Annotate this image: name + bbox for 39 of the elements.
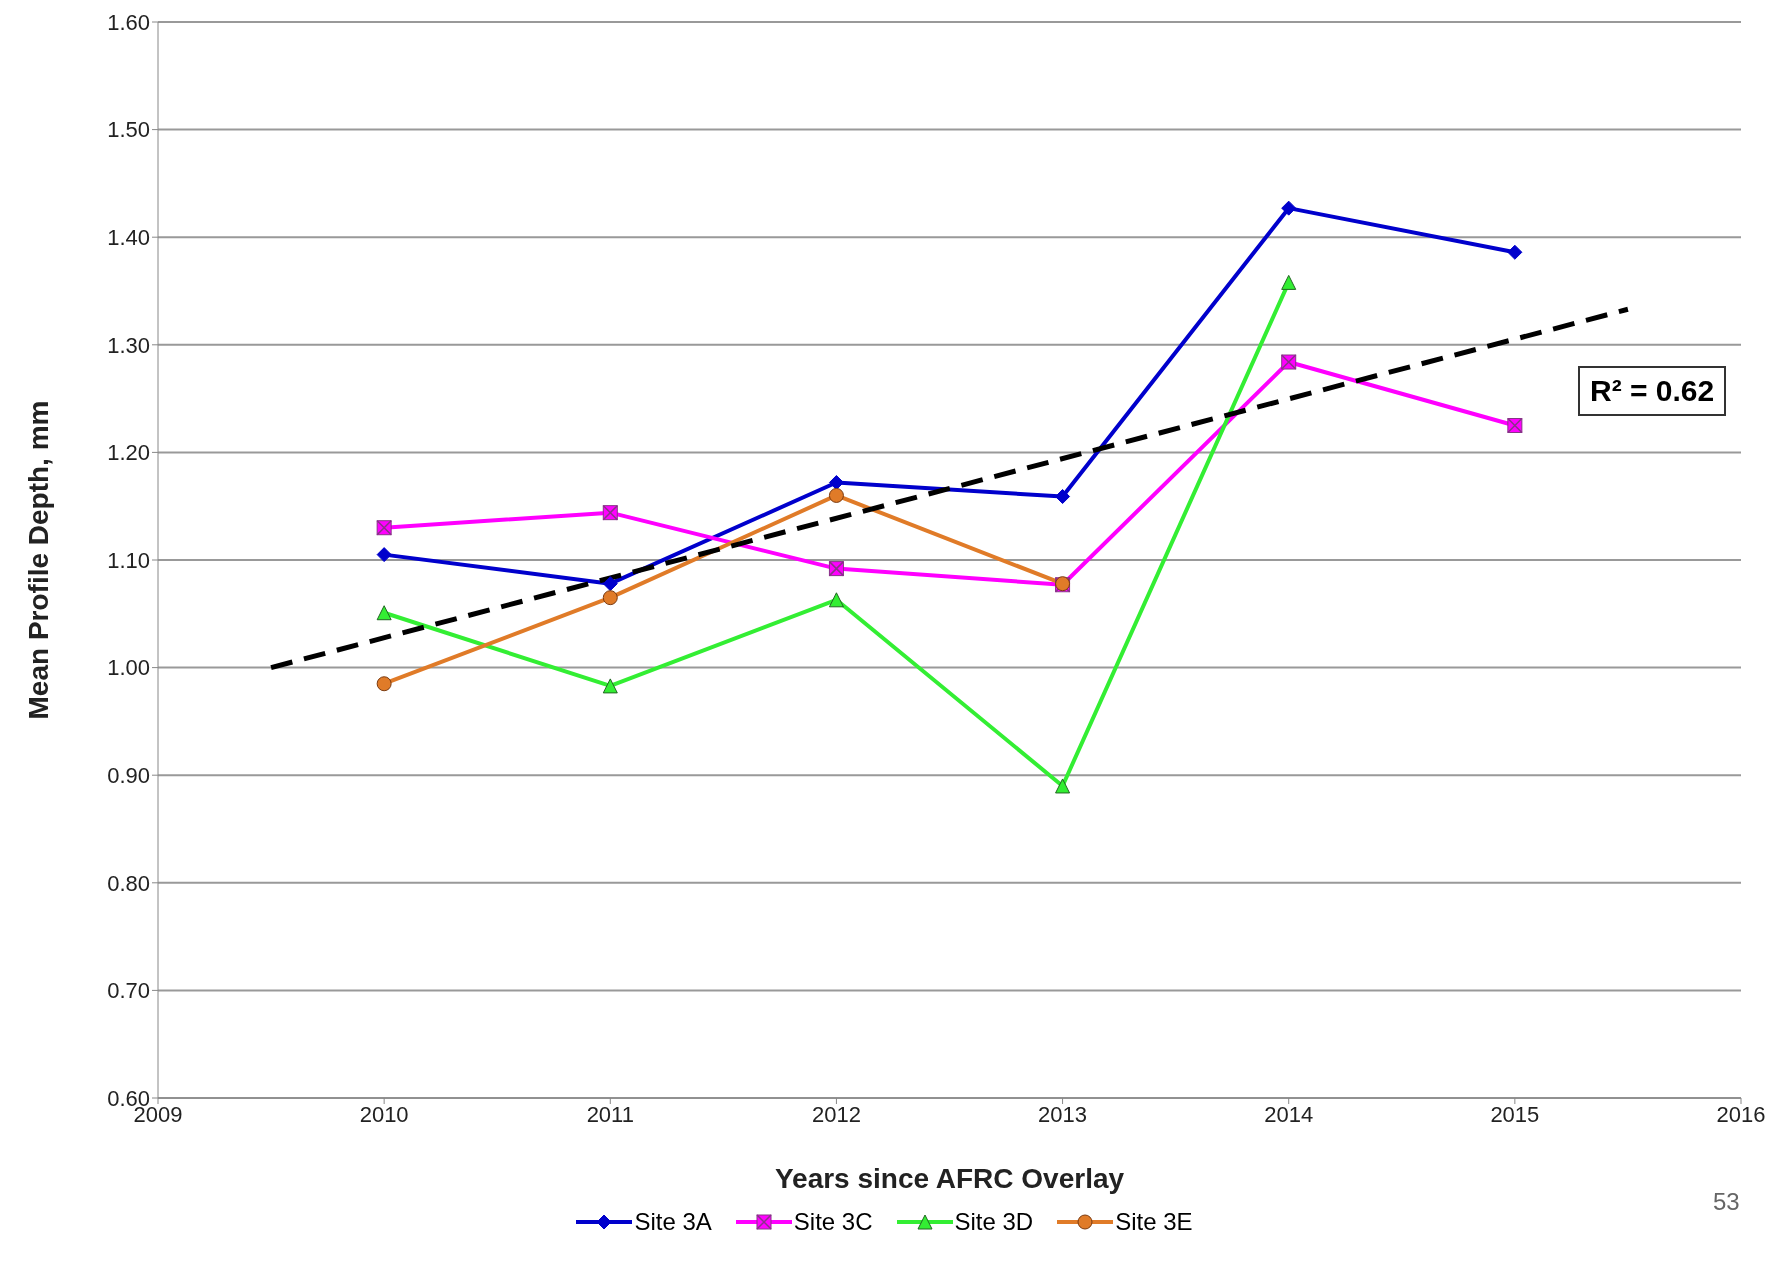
point: [1507, 244, 1523, 260]
y-tick-label: 1.50: [107, 117, 150, 143]
legend-label: Site 3D: [954, 1208, 1034, 1236]
x-tick-label: 2010: [359, 1101, 409, 1127]
point: [376, 676, 392, 692]
x-tick-label: 2013: [1038, 1101, 1088, 1127]
annotation: R² = 0.62: [1578, 366, 1727, 416]
point: [602, 576, 618, 592]
y-tick-label: 1.10: [107, 547, 150, 573]
point: [376, 605, 392, 621]
y-axis-title: Mean Profile Depth, mm: [22, 400, 54, 720]
x-tick-label: 2011: [586, 1101, 634, 1127]
y-tick-label: 1.00: [107, 655, 150, 681]
text: 53: [1713, 1188, 1740, 1216]
y-tick-label: 0.80: [107, 870, 150, 896]
x-tick-label: 2012: [811, 1101, 861, 1127]
x-axis-title: Years since AFRC Overlay: [774, 1163, 1125, 1194]
y-tick-label: 1.20: [107, 440, 150, 466]
y-tick-label: 0.70: [107, 978, 150, 1004]
point: [1281, 274, 1297, 290]
point: [376, 547, 392, 563]
x-tick-label: 2014: [1264, 1101, 1314, 1127]
point: [1055, 489, 1071, 505]
point: [828, 592, 844, 608]
x-tick-label: 2015: [1490, 1101, 1540, 1127]
point: [1281, 200, 1297, 216]
point: [1055, 778, 1071, 794]
point: [602, 678, 618, 694]
y-tick-label: 1.30: [107, 332, 150, 358]
legend-label: Site 3E: [1115, 1208, 1193, 1236]
point: [602, 590, 618, 606]
x-tick-label: 2016: [1716, 1101, 1766, 1127]
legend-label: Site 3A: [634, 1208, 712, 1236]
point: [828, 475, 844, 491]
y-tick-label: 1.60: [107, 9, 150, 35]
point: [828, 487, 844, 503]
y-tick-label: 0.90: [107, 763, 150, 789]
y-tick-label: 1.40: [107, 225, 150, 251]
legend-label: Site 3C: [793, 1208, 873, 1236]
